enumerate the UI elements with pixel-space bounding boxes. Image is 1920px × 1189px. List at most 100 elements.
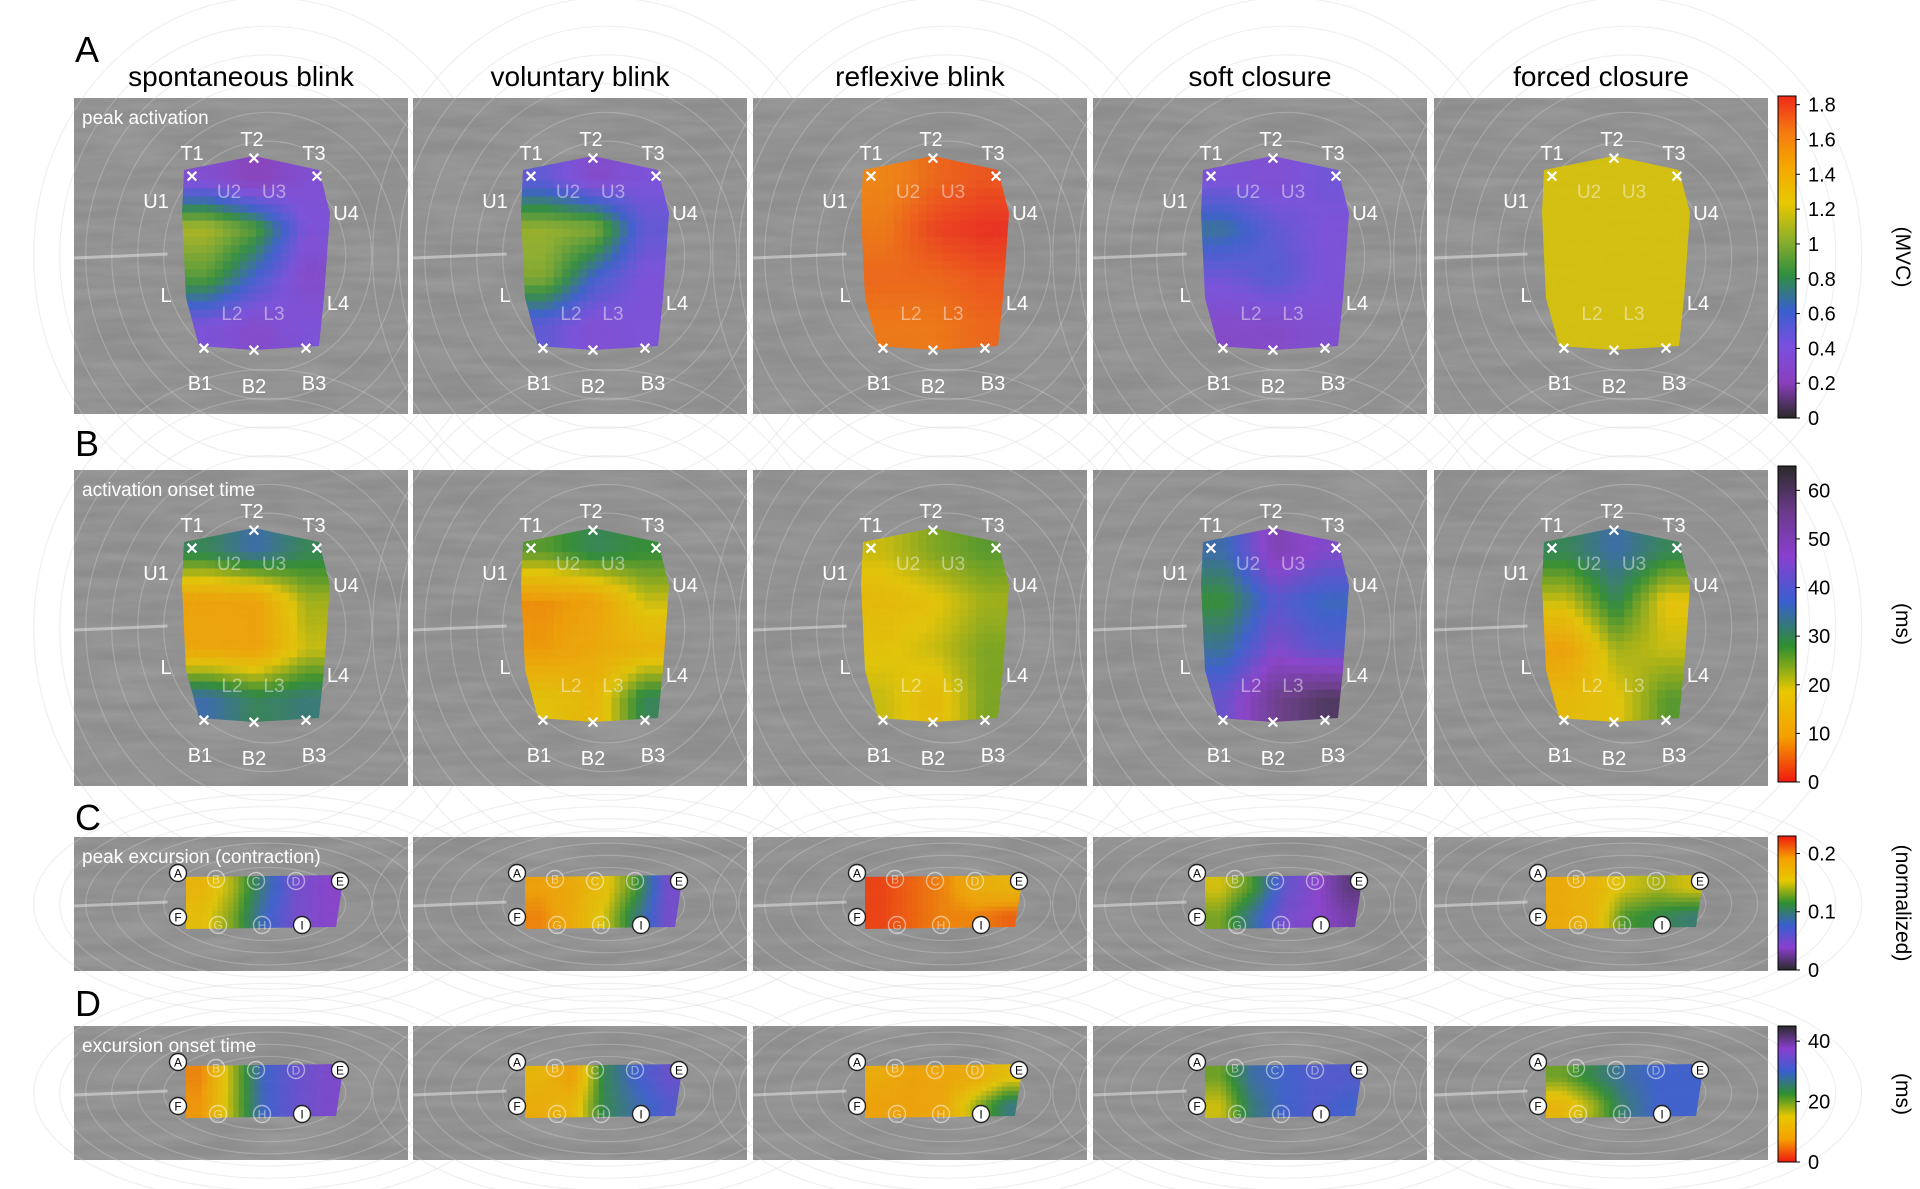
- electrode-marker: ✕: [247, 151, 260, 168]
- electrode-label: L: [1520, 285, 1531, 307]
- marker-label: G: [1232, 919, 1241, 933]
- electrode-label: L2: [221, 676, 242, 697]
- marker-label: E: [1696, 875, 1704, 889]
- marker-label: I: [979, 919, 982, 933]
- electrode-label: L: [160, 657, 171, 679]
- electrode-label: T2: [240, 501, 263, 523]
- marker-circle: [168, 1096, 188, 1116]
- marker-circle: [887, 915, 907, 935]
- marker-label: F: [174, 1100, 181, 1114]
- marker-circle: [246, 871, 266, 891]
- marker-circle: [246, 1060, 266, 1080]
- electrode-label: T2: [919, 501, 942, 523]
- colorbar-tick-label: 0: [1808, 408, 1819, 430]
- colorbar-tick-label: 1.2: [1808, 199, 1836, 221]
- electrode-label: U4: [1012, 575, 1038, 597]
- electrode-label: U3: [262, 182, 286, 203]
- marker-label: H: [258, 1108, 267, 1122]
- marker-circle: [847, 1096, 867, 1116]
- marker-label: D: [631, 875, 640, 889]
- electrode-label: L: [1179, 657, 1190, 679]
- electrode-label: B2: [1602, 748, 1626, 770]
- marker-circle: [1271, 1104, 1291, 1124]
- colorbar-tick-label: 0.1: [1808, 902, 1836, 924]
- marker-label: H: [258, 919, 267, 933]
- marker-circle: [1227, 1104, 1247, 1124]
- marker-label: F: [1193, 911, 1200, 925]
- marker-circle: [286, 1060, 306, 1080]
- electrode-marker: ✕: [536, 713, 549, 730]
- marker-label: C: [1271, 1064, 1280, 1078]
- marker-circle: [507, 907, 527, 927]
- marker-label: I: [639, 919, 642, 933]
- electrode-label: L2: [560, 304, 581, 325]
- marker-label: B: [212, 1062, 220, 1076]
- colorbar-tick-label: 0.6: [1808, 304, 1836, 326]
- electrode-label: L3: [263, 676, 284, 697]
- marker-circle: [1187, 863, 1207, 883]
- marker-circle: [1568, 1104, 1588, 1124]
- marker-label: G: [1573, 919, 1582, 933]
- marker-label: H: [1277, 1108, 1286, 1122]
- electrode-label: B1: [527, 745, 551, 767]
- electrode-label: U1: [1503, 191, 1529, 213]
- electrode-label: B2: [581, 748, 605, 770]
- colorbar-tick-label: 1.4: [1808, 164, 1836, 186]
- marker-circle: [1311, 1104, 1331, 1124]
- marker-circle: [1225, 869, 1245, 889]
- colorbar-tick-label: 1: [1808, 234, 1819, 256]
- electrode-marker: ✕: [1557, 713, 1570, 730]
- electrode-marker: ✕: [876, 713, 889, 730]
- electrode-marker: ✕: [1266, 715, 1279, 732]
- electrode-marker: ✕: [926, 523, 939, 540]
- marker-circle: [1606, 871, 1626, 891]
- condition-title: voluntary blink: [491, 61, 671, 92]
- electrode-label: U3: [1281, 182, 1305, 203]
- marker-circle: [330, 871, 350, 891]
- electrode-label: L: [499, 657, 510, 679]
- electrode-marker: ✕: [1216, 341, 1229, 358]
- colorbar: [1777, 95, 1797, 419]
- colorbar: [1777, 465, 1797, 783]
- electrode-label: L: [839, 657, 850, 679]
- electrode-label: L4: [327, 665, 349, 687]
- marker-label: H: [937, 1108, 946, 1122]
- colorbar-tick-label: 0.2: [1808, 843, 1836, 865]
- colorbar-unit: (ms): [1891, 1073, 1914, 1115]
- marker-label: F: [853, 911, 860, 925]
- marker-circle: [1690, 871, 1710, 891]
- marker-label: C: [1612, 1064, 1621, 1078]
- marker-circle: [252, 1104, 272, 1124]
- marker-circle: [168, 1052, 188, 1072]
- electrode-label: T3: [302, 143, 325, 165]
- electrode-label: T1: [1540, 143, 1563, 165]
- electrode-label: U2: [217, 554, 241, 575]
- electrode-marker: ✕: [310, 541, 323, 558]
- electrode-label: T1: [1199, 143, 1222, 165]
- electrode-marker: ✕: [926, 343, 939, 360]
- marker-circle: [208, 915, 228, 935]
- marker-label: F: [513, 911, 520, 925]
- electrode-label: L3: [942, 676, 963, 697]
- electrode-marker: ✕: [1670, 169, 1683, 186]
- colorbar-tick-label: 20: [1808, 675, 1830, 697]
- electrode-marker: ✕: [1329, 541, 1342, 558]
- electrode-label: L2: [1581, 304, 1602, 325]
- marker-circle: [1311, 915, 1331, 935]
- colorbar-unit: (normalized): [1891, 845, 1914, 962]
- electrode-marker: ✕: [1318, 713, 1331, 730]
- electrode-label: B2: [242, 376, 266, 398]
- marker-label: B: [891, 873, 899, 887]
- marker-label: E: [1355, 1064, 1363, 1078]
- electrode-marker: ✕: [876, 341, 889, 358]
- electrode-label: L4: [1006, 293, 1028, 315]
- marker-circle: [625, 1060, 645, 1080]
- electrode-label: U1: [143, 563, 169, 585]
- electrode-marker: ✕: [524, 541, 537, 558]
- colorbar-unit: (ms): [1891, 603, 1914, 645]
- activation-map: [521, 156, 669, 350]
- colorbar-tick-label: 0.2: [1808, 373, 1836, 395]
- marker-circle: [1528, 1052, 1548, 1072]
- marker-label: E: [675, 1064, 683, 1078]
- electrode-label: L3: [1282, 676, 1303, 697]
